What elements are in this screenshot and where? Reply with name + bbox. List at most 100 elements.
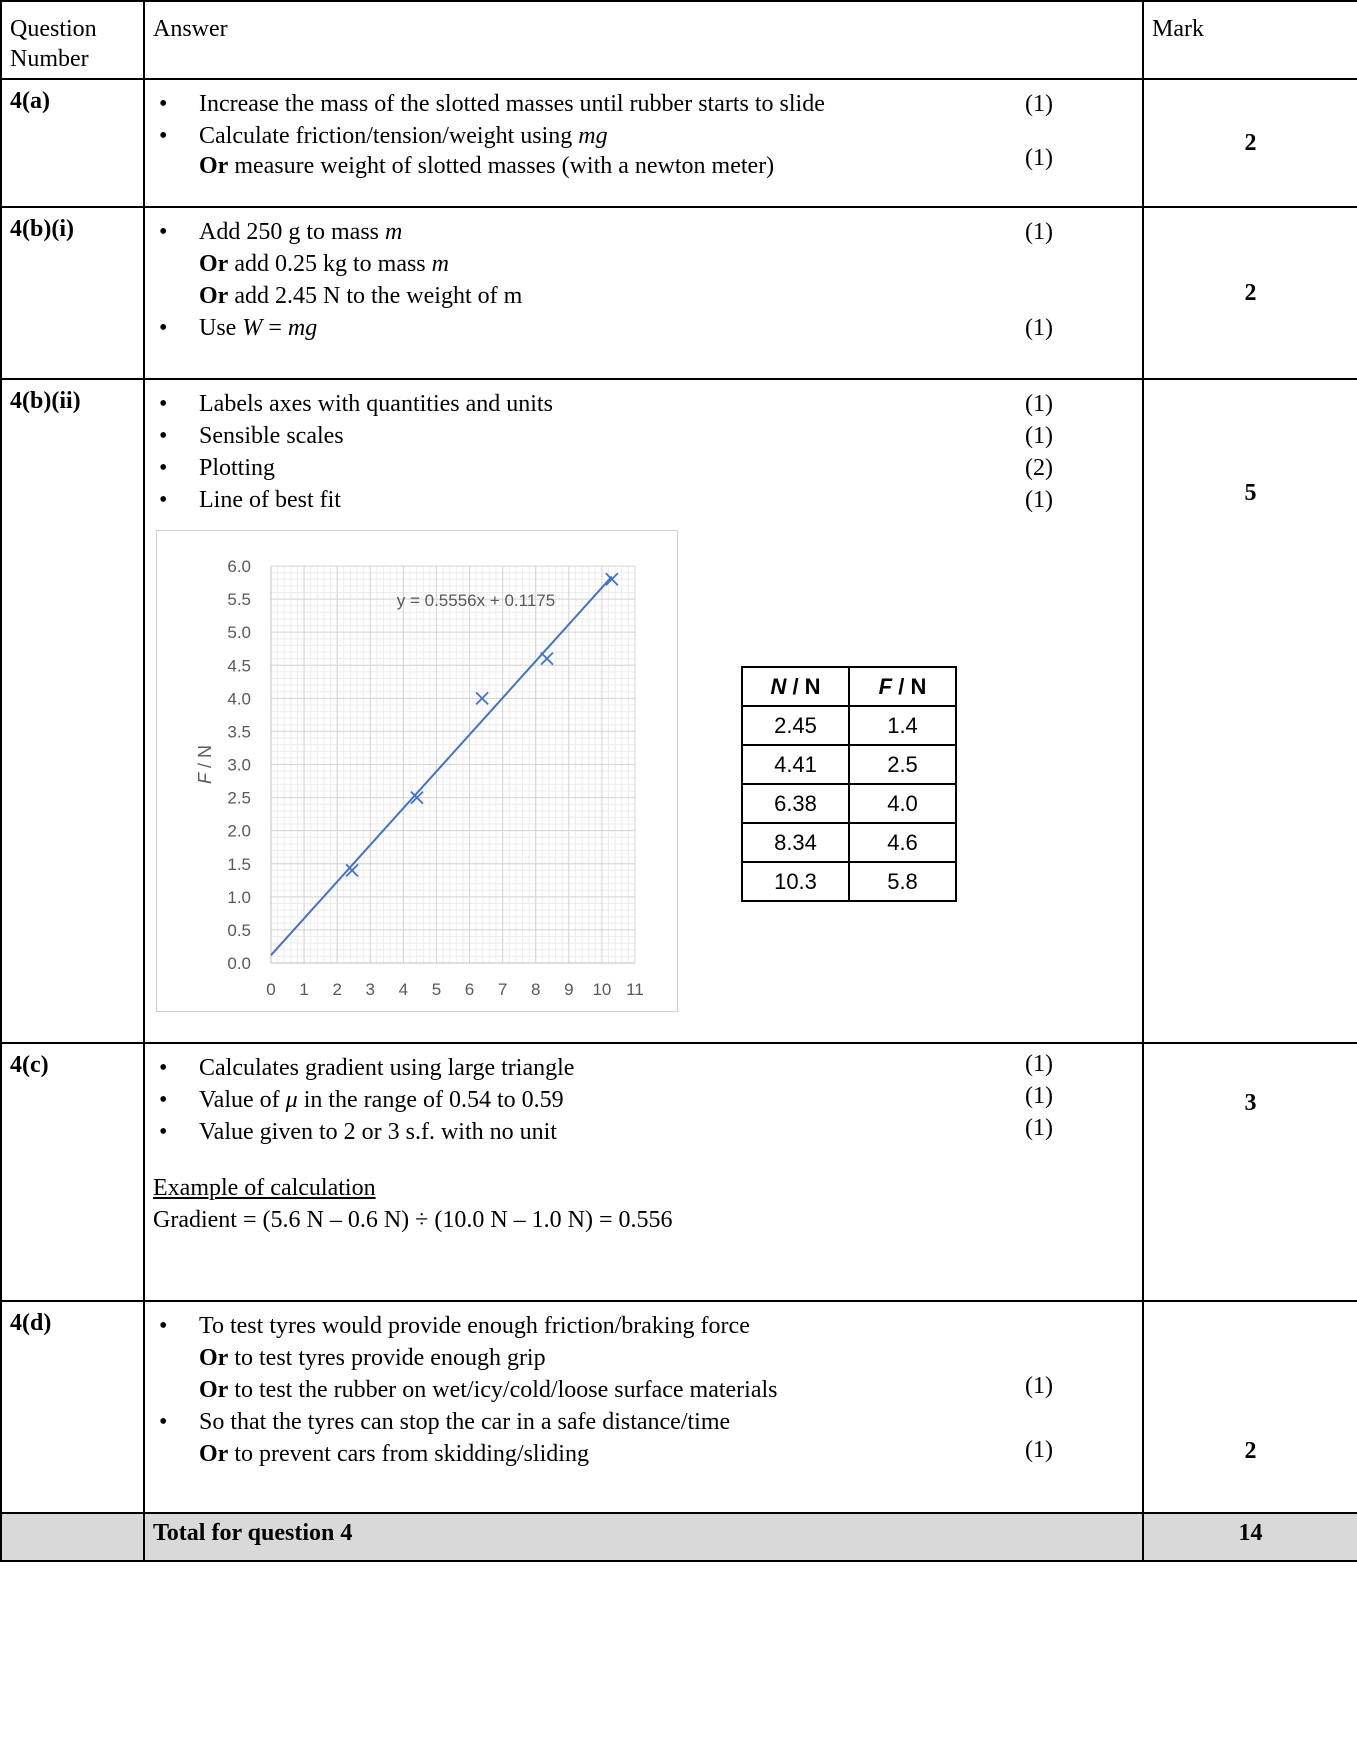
x-tick-label: 4: [399, 980, 408, 999]
header-unit: / N: [892, 673, 927, 699]
y-tick-label: 4.5: [227, 656, 251, 675]
y-tick-label: 1.0: [227, 888, 251, 907]
answer-point: Calculate friction/tension/weight using …: [145, 120, 1142, 152]
point-mark: (1): [1025, 315, 1053, 341]
answer-text: Plotting: [199, 455, 276, 481]
math-variable: m: [385, 219, 403, 245]
answer-point: Calculates gradient using large triangle…: [145, 1051, 1142, 1084]
y-tick-label: 4.0: [227, 689, 251, 708]
row-4bi: 4(b)(i) Add 250 g to mass m (1) Or add 0.…: [0, 206, 1357, 380]
table-cell: 4.6: [848, 822, 957, 863]
data-point: [540, 651, 554, 666]
alternative-line: Or to test the rubber on wet/icy/cold/lo…: [145, 1373, 1142, 1406]
answer-point: Value of μ in the range of 0.54 to 0.59 (…: [145, 1083, 1142, 1116]
total-spacer: [0, 1512, 145, 1562]
x-tick-label: 6: [465, 980, 474, 999]
answer-text: to prevent cars from skidding/sliding: [228, 1441, 589, 1467]
or-keyword: Or: [199, 1441, 229, 1467]
header-question-number: Question Number: [0, 0, 145, 80]
example-title: Example of calculation: [153, 1175, 376, 1201]
header-var: N: [770, 673, 787, 699]
chart-svg: 0 1 2 3 4 5 6 7 8 9 10 11 0.0 0.5 1.0 1.5 2.0 2.5 3.0 3.5 4.…: [195, 557, 644, 1047]
data-point: [345, 863, 359, 878]
answer-cell: Increase the mass of the slotted masses …: [143, 78, 1144, 208]
total-mark: 5: [1142, 378, 1357, 1044]
point-mark: (1): [1025, 391, 1053, 417]
answer-text: Increase the mass of the slotted masses …: [199, 91, 825, 117]
answer-text: to test tyres provide enough grip: [228, 1345, 546, 1371]
point-mark: (1): [1025, 487, 1053, 513]
table-cell: 1.4: [848, 705, 957, 746]
y-tick-label: 0.0: [227, 954, 251, 973]
answer-cell: To test tyres would provide enough frict…: [143, 1300, 1144, 1514]
or-keyword: Or: [199, 153, 229, 179]
table-row: 2.45 1.4: [741, 705, 957, 746]
column-header-f: F / N: [848, 666, 957, 707]
answer-text: Labels axes with quantities and units: [199, 391, 553, 417]
point-mark: (1): [1025, 1373, 1053, 1399]
answer-text: Calculate friction/tension/weight using: [199, 123, 579, 149]
table-row: 6.38 4.0: [741, 783, 957, 824]
row-4a: 4(a) Increase the mass of the slotted ma…: [0, 78, 1357, 208]
y-tick-label: 3.5: [227, 722, 251, 741]
point-mark: (1): [1025, 219, 1053, 245]
answer-text: measure weight of slotted masses (with a…: [228, 153, 775, 179]
table-row: 4.41 2.5: [741, 744, 957, 785]
y-tick-label: 0.5: [227, 921, 251, 940]
math-variable: m: [431, 251, 449, 277]
data-table: N / N F / N 2.45 1.4 4.41 2.5 6.38 4.0 8.34…: [741, 666, 957, 902]
x-tick-label: 8: [531, 980, 540, 999]
y-tick-label: 2.5: [227, 789, 251, 808]
question-number: 4(b)(i): [0, 206, 145, 380]
answer-point: Line of best fit (1): [145, 484, 1142, 516]
alternative-line: Or to prevent cars from skidding/sliding…: [145, 1437, 1142, 1470]
y-tick-label: 5.5: [227, 590, 251, 609]
answer-text: add 0.25 kg to mass: [228, 251, 432, 277]
y-axis-label: F / N: [195, 745, 215, 784]
answer-point: Sensible scales (1): [145, 420, 1142, 452]
x-tick-label: 3: [366, 980, 375, 999]
answer-text: Use: [199, 315, 243, 341]
point-mark: (1): [1025, 423, 1053, 449]
question-number: 4(b)(ii): [0, 378, 145, 1044]
question-number: 4(a): [0, 78, 145, 208]
table-cell: 4.41: [741, 744, 850, 785]
x-tick-label: 2: [332, 980, 341, 999]
x-tick-label: 10: [592, 980, 611, 999]
math-variable: W: [242, 315, 263, 341]
x-tick-label: 9: [564, 980, 573, 999]
point-mark: (1): [1025, 145, 1053, 171]
alternative-line: Or measure weight of slotted masses (wit…: [145, 145, 1142, 182]
question-number: 4(d): [0, 1300, 145, 1514]
data-point: [605, 572, 619, 586]
answer-cell: Labels axes with quantities and units (1)…: [143, 378, 1144, 1047]
answer-text: Sensible scales: [199, 423, 344, 449]
table-cell: 8.34: [741, 822, 850, 863]
math-variable: mg: [578, 123, 608, 149]
total-mark: 2: [1142, 78, 1357, 208]
column-header-n: N / N: [741, 666, 850, 707]
row-4c: 4(c) Calculates gradient using large tri…: [0, 1042, 1357, 1302]
point-mark: (1): [1025, 1115, 1053, 1141]
answer-point: Increase the mass of the slotted masses …: [145, 88, 1142, 120]
math-variable: mg: [287, 315, 318, 341]
answer-text: Calculates gradient using large triangle: [199, 1055, 575, 1081]
point-mark: (1): [1025, 1437, 1053, 1463]
scatter-chart: 0 1 2 3 4 5 6 7 8 9 10 11 0.0 0.5 1.0 1.5 2.0 2.5 3.0 3.5 4.…: [156, 530, 678, 1047]
table-row: 8.34 4.6: [741, 822, 957, 863]
answer-point: Add 250 g to mass m (1): [145, 216, 1142, 248]
table-cell: 10.3: [741, 861, 850, 902]
answer-text: in the range of 0.54 to 0.59: [297, 1087, 564, 1113]
header-unit: / N: [786, 673, 821, 699]
data-point: [410, 790, 424, 805]
trendline-equation: y = 0.5556x + 0.1175: [397, 591, 555, 610]
answer-point: Use W = mg (1): [145, 312, 1142, 344]
table-row: 10.3 5.8: [741, 861, 957, 902]
y-tick-label: 2.0: [227, 822, 251, 841]
point-mark: (2): [1025, 455, 1053, 481]
point-mark: (1): [1025, 1083, 1053, 1109]
question-number: 4(c): [0, 1042, 145, 1302]
answer-cell: Calculates gradient using large triangle…: [143, 1042, 1144, 1302]
x-tick-label: 11: [626, 980, 644, 999]
graph-area: 0 1 2 3 4 5 6 7 8 9 10 11 0.0 0.5 1.0 1.5 2.0 2.5 3.0 3.5 4.…: [145, 530, 1142, 1047]
